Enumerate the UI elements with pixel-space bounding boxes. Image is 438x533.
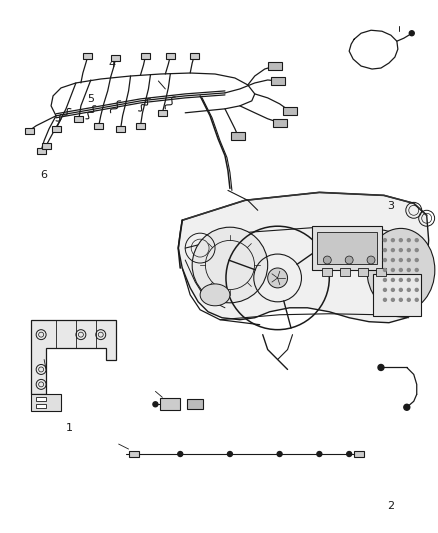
Bar: [283, 107, 297, 115]
Circle shape: [415, 269, 418, 271]
Bar: [74, 116, 83, 122]
Bar: [129, 450, 138, 457]
Bar: [190, 53, 198, 59]
Circle shape: [367, 256, 375, 264]
Circle shape: [392, 278, 394, 281]
Bar: [136, 123, 145, 129]
Bar: [271, 77, 285, 85]
Text: 2: 2: [387, 501, 395, 511]
Circle shape: [268, 268, 288, 288]
Ellipse shape: [367, 229, 435, 312]
Circle shape: [404, 404, 410, 410]
Bar: [36, 397, 46, 401]
Circle shape: [383, 288, 386, 292]
Circle shape: [383, 278, 386, 281]
Circle shape: [399, 248, 403, 252]
Bar: [42, 143, 50, 149]
Bar: [273, 119, 286, 127]
Polygon shape: [31, 320, 116, 394]
Bar: [160, 398, 180, 410]
Circle shape: [345, 256, 353, 264]
Text: 4: 4: [109, 59, 116, 69]
Circle shape: [399, 259, 403, 262]
Circle shape: [415, 278, 418, 281]
Bar: [231, 132, 245, 140]
Circle shape: [415, 239, 418, 241]
Circle shape: [392, 248, 394, 252]
Ellipse shape: [200, 284, 230, 306]
Circle shape: [399, 298, 403, 301]
Circle shape: [407, 288, 410, 292]
Circle shape: [407, 239, 410, 241]
Circle shape: [407, 269, 410, 271]
Text: 5: 5: [87, 94, 94, 104]
Circle shape: [392, 288, 394, 292]
Bar: [36, 404, 46, 408]
Circle shape: [227, 451, 233, 456]
Bar: [358, 268, 368, 276]
Polygon shape: [31, 394, 61, 411]
Circle shape: [383, 298, 386, 301]
Circle shape: [192, 227, 268, 303]
Circle shape: [392, 269, 394, 271]
Bar: [312, 225, 382, 270]
Bar: [141, 53, 150, 59]
Bar: [94, 123, 103, 129]
Bar: [187, 399, 203, 409]
Bar: [318, 232, 377, 264]
Circle shape: [399, 278, 403, 281]
Bar: [83, 53, 92, 59]
Circle shape: [415, 288, 418, 292]
Bar: [268, 62, 282, 70]
Circle shape: [407, 278, 410, 281]
Circle shape: [409, 31, 414, 36]
Circle shape: [178, 451, 183, 456]
Circle shape: [317, 451, 322, 456]
Polygon shape: [178, 192, 429, 322]
Circle shape: [407, 259, 410, 262]
Circle shape: [383, 269, 386, 271]
Bar: [354, 450, 364, 457]
Circle shape: [415, 298, 418, 301]
Circle shape: [399, 239, 403, 241]
Circle shape: [392, 259, 394, 262]
Circle shape: [407, 298, 410, 301]
Bar: [340, 268, 350, 276]
Circle shape: [383, 259, 386, 262]
Text: 6: 6: [41, 171, 48, 180]
Bar: [25, 128, 34, 134]
Circle shape: [415, 248, 418, 252]
Bar: [52, 126, 60, 132]
Circle shape: [323, 256, 331, 264]
Text: 3: 3: [388, 200, 394, 211]
Circle shape: [347, 451, 352, 456]
Circle shape: [383, 248, 386, 252]
Circle shape: [399, 288, 403, 292]
Circle shape: [153, 402, 158, 407]
Bar: [322, 268, 332, 276]
Circle shape: [392, 239, 394, 241]
Bar: [37, 148, 46, 154]
Bar: [116, 126, 125, 132]
Bar: [111, 55, 120, 61]
Circle shape: [407, 248, 410, 252]
Bar: [376, 268, 386, 276]
Bar: [166, 53, 175, 59]
Text: 1: 1: [65, 423, 72, 433]
Bar: [158, 110, 167, 116]
Circle shape: [277, 451, 282, 456]
Circle shape: [392, 298, 394, 301]
Circle shape: [383, 239, 386, 241]
Circle shape: [399, 269, 403, 271]
Circle shape: [415, 259, 418, 262]
Circle shape: [378, 365, 384, 370]
Bar: [373, 274, 421, 316]
